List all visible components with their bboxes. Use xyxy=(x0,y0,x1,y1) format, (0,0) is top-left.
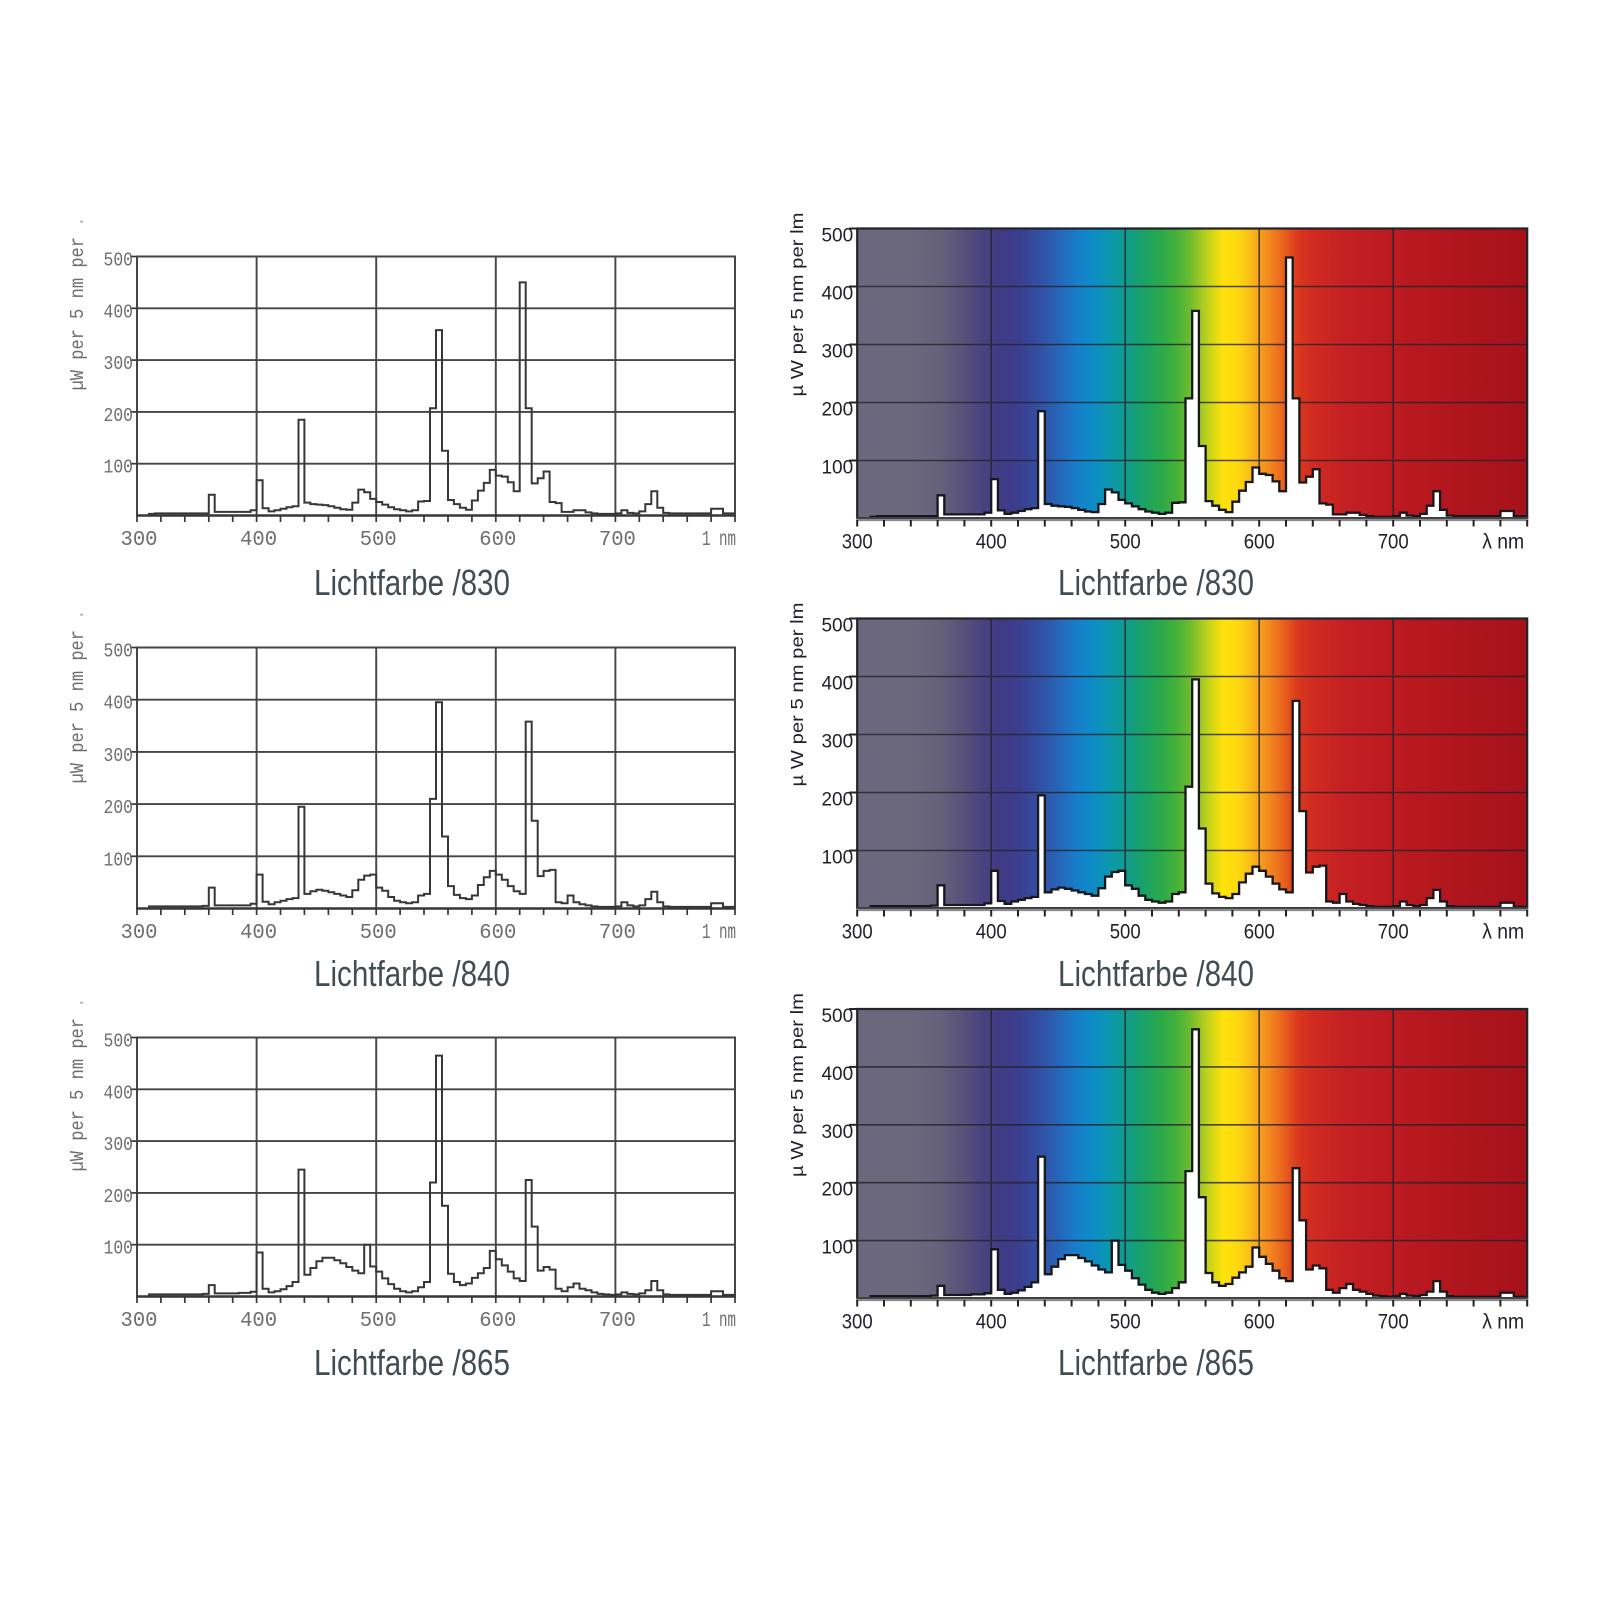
svg-text:600: 600 xyxy=(479,529,516,552)
svg-text:100: 100 xyxy=(821,1238,853,1259)
svg-text:400: 400 xyxy=(104,693,134,715)
svg-text:700: 700 xyxy=(1378,531,1409,554)
svg-text:300: 300 xyxy=(121,1310,158,1333)
svg-text:500: 500 xyxy=(1110,1311,1141,1334)
svg-text:300: 300 xyxy=(842,531,873,554)
svg-text:300: 300 xyxy=(842,1311,873,1334)
svg-text:300: 300 xyxy=(842,921,873,944)
svg-text:µW per 5 nm per .: µW per 5 nm per . xyxy=(67,217,89,391)
svg-text:300: 300 xyxy=(121,922,158,945)
svg-text:400: 400 xyxy=(821,284,853,305)
svg-text:400: 400 xyxy=(821,674,853,695)
svg-text:µ W per 5 nm per lm: µ W per 5 nm per lm xyxy=(787,213,807,397)
svg-text:Lichtfarbe /865: Lichtfarbe /865 xyxy=(1058,1342,1254,1383)
svg-text:700: 700 xyxy=(599,529,636,552)
svg-text:1 nm: 1 nm xyxy=(702,922,736,945)
svg-text:500: 500 xyxy=(821,226,853,247)
svg-text:100: 100 xyxy=(104,1238,134,1260)
svg-text:500: 500 xyxy=(104,1031,134,1053)
svg-text:200: 200 xyxy=(104,797,134,819)
svg-text:600: 600 xyxy=(1244,531,1275,554)
svg-text:400: 400 xyxy=(240,529,277,552)
svg-text:Lichtfarbe /840: Lichtfarbe /840 xyxy=(314,953,510,994)
svg-text:400: 400 xyxy=(240,1310,277,1333)
svg-text:400: 400 xyxy=(976,921,1007,944)
svg-text:µ W per 5 nm per lm: µ W per 5 nm per lm xyxy=(787,993,807,1177)
svg-text:500: 500 xyxy=(821,616,853,637)
svg-text:300: 300 xyxy=(821,342,853,363)
svg-text:1 nm: 1 nm xyxy=(702,529,736,552)
svg-text:µ W per 5 nm per lm: µ W per 5 nm per lm xyxy=(787,603,807,787)
svg-text:200: 200 xyxy=(821,400,853,421)
svg-text:200: 200 xyxy=(821,790,853,811)
svg-text:λ nm: λ nm xyxy=(1482,921,1524,944)
svg-text:400: 400 xyxy=(821,1064,853,1085)
svg-text:400: 400 xyxy=(976,531,1007,554)
svg-text:100: 100 xyxy=(821,458,853,479)
svg-text:700: 700 xyxy=(599,922,636,945)
svg-text:Lichtfarbe /830: Lichtfarbe /830 xyxy=(1058,562,1254,603)
svg-text:700: 700 xyxy=(1378,921,1409,944)
svg-text:300: 300 xyxy=(104,745,134,767)
svg-text:400: 400 xyxy=(104,1082,134,1104)
svg-text:700: 700 xyxy=(599,1310,636,1333)
svg-text:400: 400 xyxy=(976,1311,1007,1334)
svg-text:500: 500 xyxy=(360,1310,397,1333)
svg-text:300: 300 xyxy=(104,1134,134,1156)
svg-text:600: 600 xyxy=(1244,1311,1275,1334)
svg-text:Lichtfarbe /840: Lichtfarbe /840 xyxy=(1058,953,1254,994)
svg-text:500: 500 xyxy=(1110,921,1141,944)
svg-text:500: 500 xyxy=(1110,531,1141,554)
svg-text:100: 100 xyxy=(821,848,853,869)
svg-text:500: 500 xyxy=(360,922,397,945)
svg-text:400: 400 xyxy=(240,922,277,945)
svg-text:µW per 5 nm per .: µW per 5 nm per . xyxy=(67,610,89,784)
svg-text:500: 500 xyxy=(821,1006,853,1027)
svg-text:µW per 5 nm per .: µW per 5 nm per . xyxy=(67,998,89,1172)
svg-text:300: 300 xyxy=(104,353,134,375)
svg-text:Lichtfarbe /830: Lichtfarbe /830 xyxy=(314,562,510,603)
svg-text:600: 600 xyxy=(479,922,516,945)
svg-text:1 nm: 1 nm xyxy=(702,1310,736,1333)
svg-text:300: 300 xyxy=(821,1122,853,1143)
svg-text:λ nm: λ nm xyxy=(1482,531,1524,554)
svg-text:200: 200 xyxy=(821,1180,853,1201)
svg-text:500: 500 xyxy=(104,641,134,663)
svg-text:700: 700 xyxy=(1378,1311,1409,1334)
svg-text:Lichtfarbe /865: Lichtfarbe /865 xyxy=(314,1342,510,1383)
svg-text:500: 500 xyxy=(360,529,397,552)
svg-text:300: 300 xyxy=(821,732,853,753)
svg-text:500: 500 xyxy=(104,250,134,272)
svg-text:100: 100 xyxy=(104,849,134,871)
svg-text:400: 400 xyxy=(104,301,134,323)
svg-text:200: 200 xyxy=(104,1186,134,1208)
svg-text:λ nm: λ nm xyxy=(1482,1311,1524,1334)
svg-text:300: 300 xyxy=(121,529,158,552)
svg-text:200: 200 xyxy=(104,405,134,427)
svg-text:600: 600 xyxy=(1244,921,1275,944)
svg-text:600: 600 xyxy=(479,1310,516,1333)
svg-text:100: 100 xyxy=(104,457,134,479)
